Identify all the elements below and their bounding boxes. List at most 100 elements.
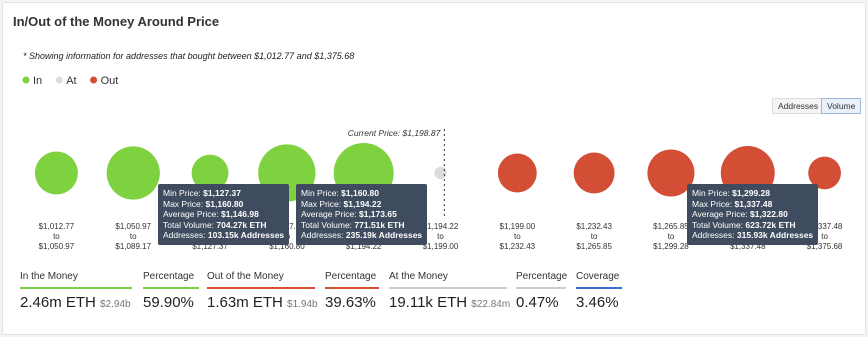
- tooltip-label: Total Volume:: [163, 219, 215, 230]
- tooltip-label: Addresses:: [163, 230, 206, 240]
- tooltip-label: Average Price:: [301, 209, 357, 219]
- current-price-label: Current Price: $1,198.87: [348, 128, 441, 138]
- tooltip-row: Min Price: $1,299.28: [692, 188, 813, 199]
- summary-amount: 0.47%: [516, 294, 559, 311]
- tooltip-label: Addresses:: [692, 230, 735, 240]
- summary-underline: [516, 287, 566, 289]
- tooltip: Min Price: $1,160.80 Max Price: $1,194.22…: [296, 184, 428, 245]
- x-tick-label: to: [437, 232, 444, 241]
- x-tick-label: $1,199.00: [500, 222, 536, 231]
- summary-underline: [207, 287, 315, 289]
- tooltip-row: Min Price: $1,127.37: [163, 188, 284, 199]
- tooltip-label: Min Price:: [692, 188, 730, 198]
- tooltip-row: Min Price: $1,160.80: [301, 188, 422, 199]
- tooltip-value: $1,194.22: [343, 198, 382, 209]
- x-tick-label: $1,232.43: [500, 242, 536, 251]
- tooltip-row: Total Volume: 623.72k ETH: [692, 220, 813, 231]
- x-tick-label: $1,265.85: [576, 242, 612, 251]
- tooltip-value: $1,127.37: [203, 188, 241, 198]
- tooltip-value: $1,337.48: [734, 198, 773, 209]
- legend-label: In: [33, 75, 42, 87]
- tooltip-label: Average Price:: [163, 209, 219, 219]
- x-tick-label: $1,199.00: [423, 242, 459, 251]
- legend-swatch: [90, 76, 98, 84]
- tooltip-label: Max Price:: [692, 198, 733, 209]
- summary-value: 0.47%: [516, 294, 559, 311]
- summary-amount: 59.90%: [143, 294, 194, 311]
- x-tick-label: $1,089.17: [115, 242, 151, 251]
- tooltip-label: Max Price:: [301, 198, 342, 209]
- summary-label: At the Money: [389, 271, 448, 282]
- legend-label: At: [66, 75, 76, 87]
- bubble: [434, 166, 447, 180]
- tooltip-row: Average Price: $1,322.80: [692, 209, 813, 220]
- tooltip-value: 623.72k ETH: [745, 219, 796, 230]
- legend-swatch: [55, 76, 63, 84]
- tooltip-row: Addresses: 103.15k Addresses: [163, 230, 284, 241]
- tooltip-value: $1,160.80: [341, 188, 379, 198]
- tooltip-value: $1,322.80: [749, 209, 788, 219]
- x-tick-label: $1,232.43: [576, 222, 612, 231]
- x-tick-label: $1,265.85: [653, 222, 689, 231]
- tooltip: Min Price: $1,299.28 Max Price: $1,337.48…: [687, 184, 819, 245]
- bubble: [191, 154, 229, 192]
- bubble: [34, 151, 78, 195]
- tooltip-row: Total Volume: 771.51k ETH: [301, 220, 422, 231]
- bubble: [808, 156, 841, 190]
- summary-amount: 1.63m ETH: [207, 294, 283, 311]
- tooltip-label: Min Price:: [301, 188, 339, 198]
- tooltip-row: Total Volume: 704.27k ETH: [163, 220, 284, 231]
- x-tick-label: to: [514, 232, 521, 241]
- summary-amount: 3.46%: [576, 294, 619, 311]
- summary-underline: [20, 287, 132, 289]
- x-tick-label: to: [668, 232, 675, 241]
- bubble: [647, 149, 695, 197]
- tooltip-value: 235.19k Addresses: [345, 230, 423, 240]
- summary-label: Percentage: [516, 271, 568, 282]
- note: * Showing information for addresses that…: [23, 51, 355, 61]
- tooltip-row: Average Price: $1,146.98: [163, 209, 284, 220]
- summary-label: In the Money: [20, 271, 78, 282]
- summary-underline: [576, 287, 622, 289]
- summary-usd: $1.94b: [287, 299, 318, 310]
- legend-label: Out: [101, 75, 119, 87]
- x-tick-label: $1,050.97: [115, 222, 151, 231]
- x-tick-label: to: [821, 232, 828, 241]
- x-tick-label: $1,050.97: [39, 242, 75, 251]
- x-tick-label: $1,127.37: [192, 242, 228, 251]
- title: In/Out of the Money Around Price: [13, 14, 220, 29]
- summary-value: 59.90%: [143, 294, 194, 311]
- tooltip-row: Addresses: 235.19k Addresses: [301, 230, 422, 241]
- summary-amount: 19.11k ETH: [389, 294, 468, 311]
- tooltip-label: Min Price:: [163, 188, 201, 198]
- tooltip-label: Average Price:: [692, 209, 748, 219]
- x-tick-label: $1,299.28: [653, 242, 689, 251]
- tooltip-row: Max Price: $1,160.80: [163, 199, 284, 210]
- tooltip-label: Max Price:: [163, 198, 204, 209]
- tooltip-value: 315.93k Addresses: [736, 230, 814, 240]
- tooltip-row: Average Price: $1,173.65: [301, 209, 422, 220]
- summary-label: Coverage: [576, 271, 620, 282]
- legend-swatch: [22, 76, 30, 84]
- x-tick-label: to: [591, 232, 598, 241]
- tooltip-row: Addresses: 315.93k Addresses: [692, 230, 813, 241]
- summary-amount: 2.46m ETH: [20, 294, 96, 311]
- tooltip-value: 771.51k ETH: [354, 219, 405, 230]
- x-tick-label: $1,375.68: [807, 242, 843, 251]
- tooltip-row: Max Price: $1,194.22: [301, 199, 422, 210]
- summary-value: 19.11k ETH $22.84m: [389, 294, 510, 311]
- summary-underline: [325, 287, 379, 289]
- bubble: [106, 146, 160, 200]
- x-tick-label: $1,012.77: [39, 222, 75, 231]
- x-tick-label: to: [130, 232, 137, 241]
- summary-value: 1.63m ETH $1.94b: [207, 294, 318, 311]
- toggle[interactable]: Addresses: [772, 98, 825, 114]
- tooltip-label: Total Volume:: [692, 219, 744, 230]
- summary-underline: [143, 287, 199, 289]
- tooltip-value: $1,146.98: [220, 209, 259, 219]
- toggle[interactable]: Volume: [821, 98, 862, 114]
- x-tick-label: $1,194.22: [346, 242, 382, 251]
- tooltip-label: Total Volume:: [301, 219, 353, 230]
- summary-label: Percentage: [325, 271, 377, 282]
